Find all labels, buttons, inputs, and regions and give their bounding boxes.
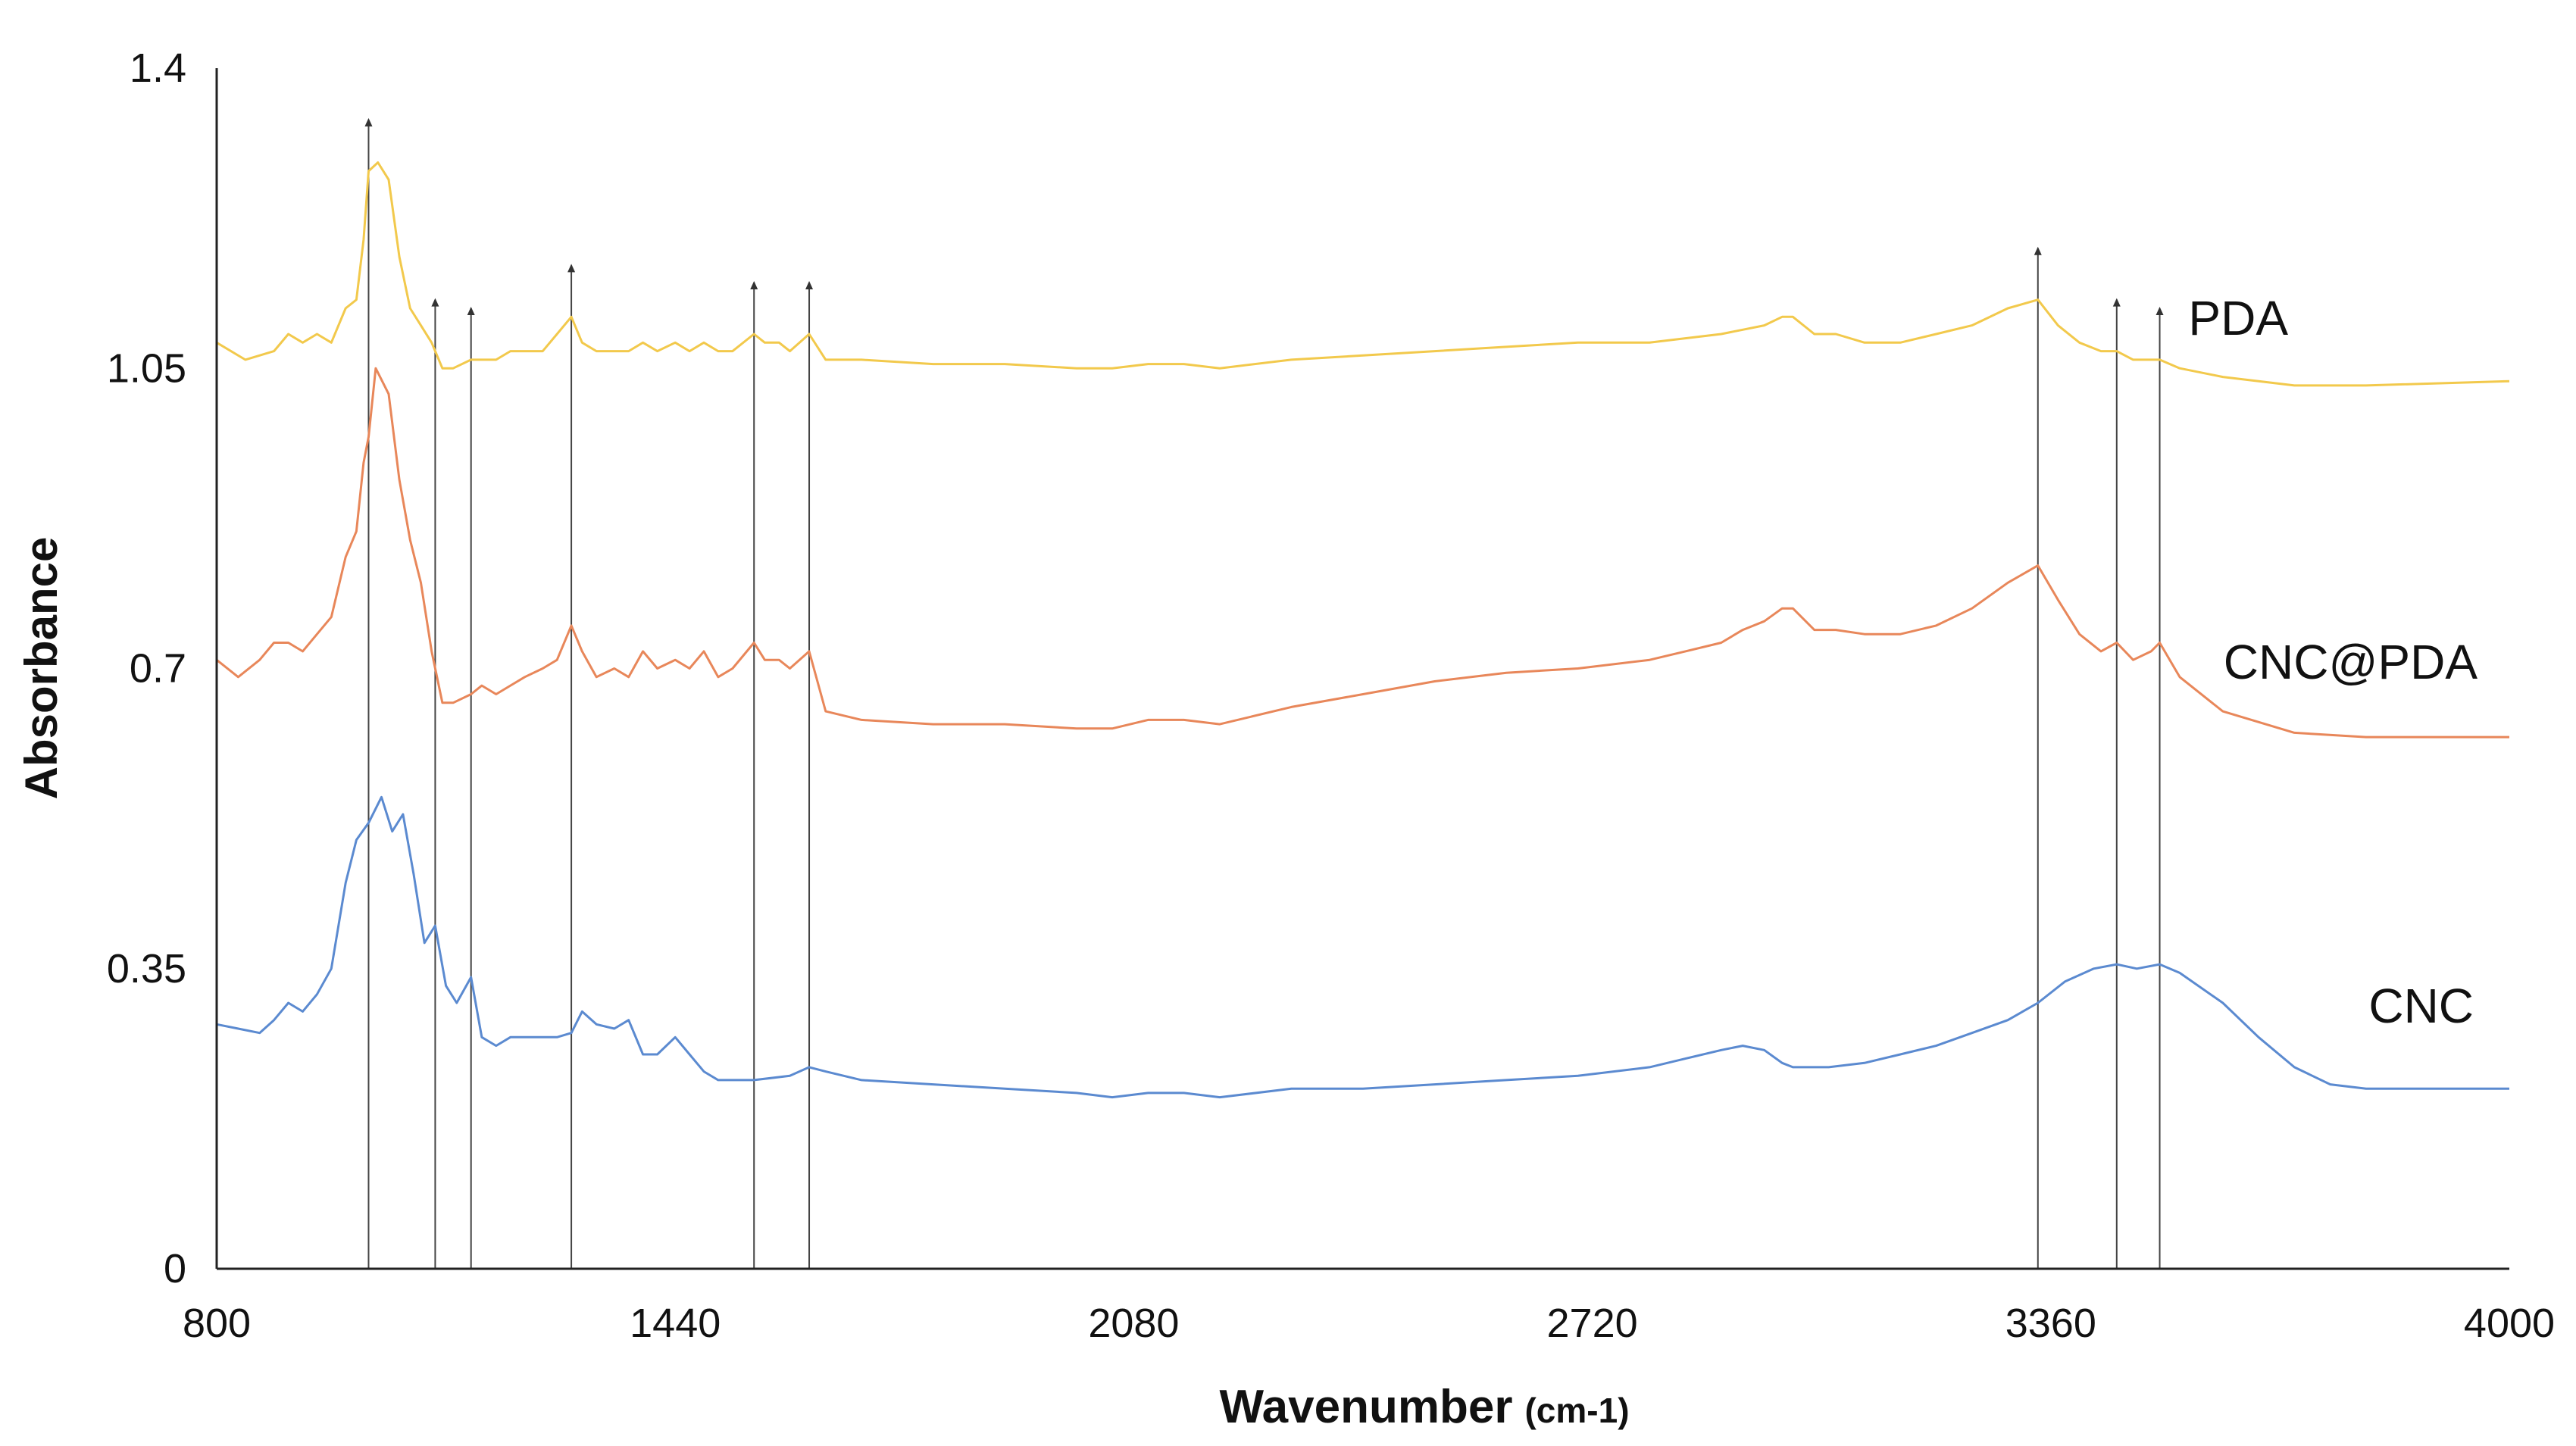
series-line-cnc: [216, 795, 2509, 1099]
x-axis-title-unit: (cm-1): [1524, 1391, 1629, 1430]
marker-arrowhead: [467, 307, 475, 315]
y-axis-title: Absorbance: [16, 537, 67, 800]
x-axis-title: Wavenumber (cm-1): [1219, 1381, 1629, 1433]
marker-lines: [364, 117, 2164, 1269]
marker-arrowhead: [2156, 307, 2164, 315]
x-tick-label: 4000: [2464, 1301, 2555, 1346]
x-tick-label: 1440: [630, 1301, 721, 1346]
series-labels: PDA CNC@PDA CNC: [2188, 291, 2478, 1033]
series-line-cnc-pda: [216, 367, 2509, 739]
marker-arrowhead: [431, 298, 439, 307]
series-lines: [216, 161, 2510, 1099]
series-label: CNC@PDA: [2224, 635, 2478, 689]
x-tick-label: 2080: [1088, 1301, 1179, 1346]
y-tick-label: 1.4: [130, 45, 186, 91]
y-tick-label: 0: [164, 1246, 186, 1291]
marker-arrowhead: [567, 264, 576, 273]
series-label: CNC: [2368, 979, 2474, 1033]
marker-arrowhead: [2112, 298, 2121, 307]
marker-arrowhead: [364, 117, 373, 126]
marker-arrowhead: [750, 281, 758, 290]
x-tick-label: 800: [183, 1301, 251, 1346]
axes: [215, 68, 2509, 1270]
x-axis-title-main: Wavenumber: [1219, 1381, 1512, 1433]
y-tick-label: 0.7: [130, 646, 186, 692]
x-tick-labels: 800 1440 2080 2720 3360 4000: [183, 1301, 2555, 1346]
y-tick-labels: 0 0.35 0.7 1.05 1.4: [107, 45, 186, 1291]
y-tick-label: 1.05: [107, 345, 186, 391]
marker-arrowhead: [805, 281, 814, 290]
y-tick-label: 0.35: [107, 946, 186, 992]
series-label: PDA: [2188, 291, 2288, 345]
series-line-pda: [216, 161, 2510, 387]
x-tick-label: 2720: [1547, 1301, 1638, 1346]
x-tick-label: 3360: [2005, 1301, 2096, 1346]
marker-arrowhead: [2034, 246, 2042, 255]
